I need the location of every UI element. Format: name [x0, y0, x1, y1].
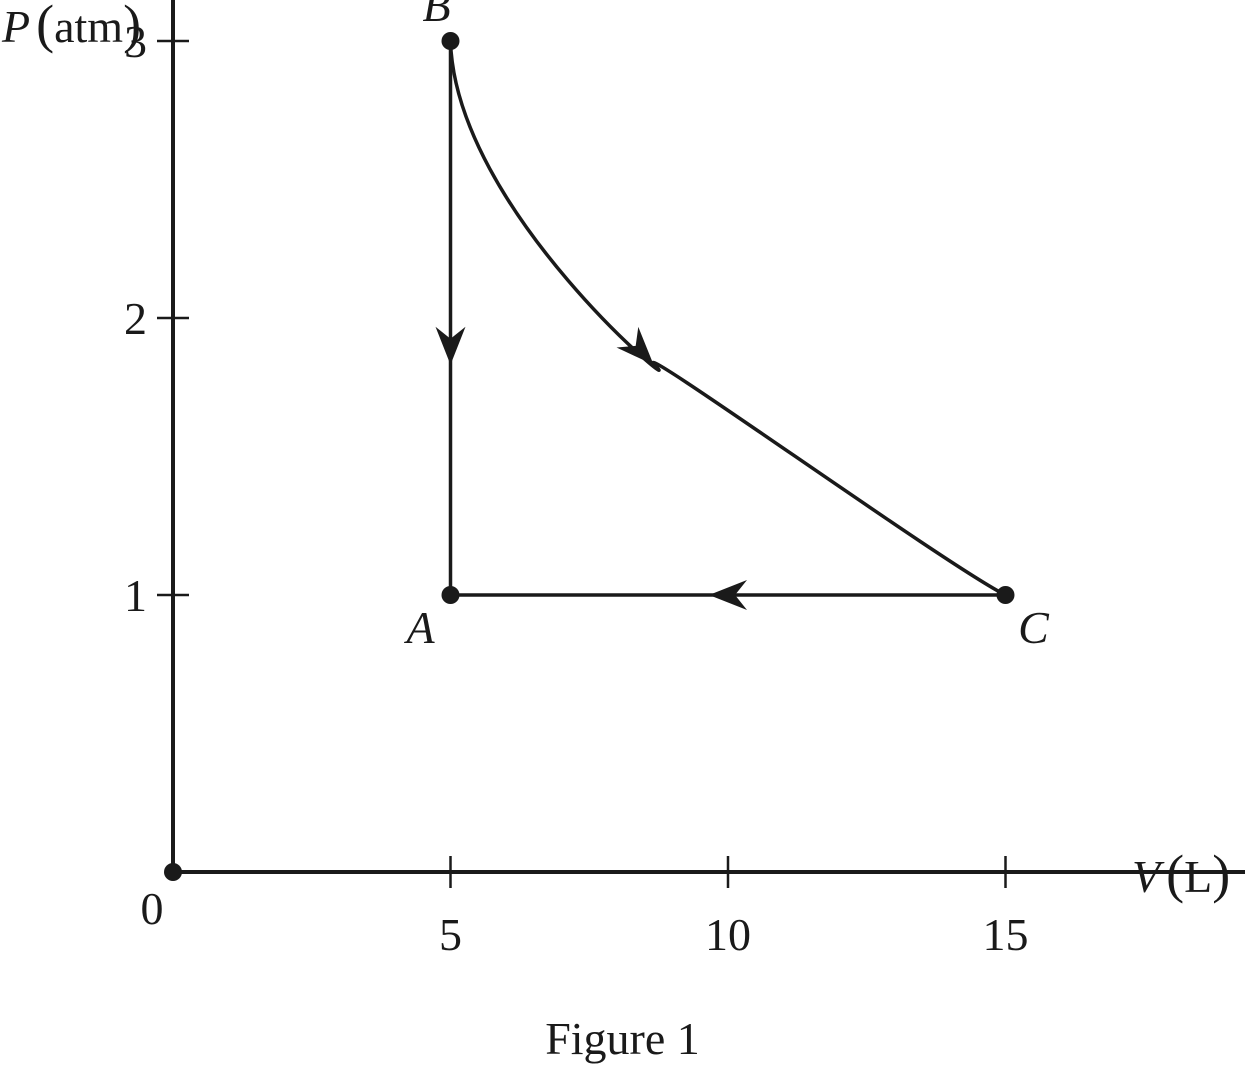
- process-b-to-c: [448, 40, 1007, 597]
- process-b-to-c-arrow: [616, 326, 654, 365]
- state-point-a: [441, 586, 460, 604]
- x-axis-symbol: V: [1132, 851, 1165, 902]
- process-paths: [448, 40, 1007, 597]
- y-axis-unit: atm: [54, 1, 123, 52]
- y-ticks: 1 2 3: [124, 16, 189, 621]
- y-axis-label: P (atm): [1, 0, 141, 54]
- process-c-to-a-arrow: [709, 580, 747, 610]
- figure-caption: Figure 1: [545, 1013, 700, 1064]
- state-point-c: [996, 586, 1015, 604]
- process-b-to-a-arrow: [435, 326, 466, 365]
- x-tick-label: 15: [983, 909, 1029, 960]
- x-ticks: 5 10 15: [439, 856, 1029, 960]
- y-tick-label: 3: [124, 16, 147, 67]
- state-label-a: A: [403, 602, 435, 653]
- x-tick-label: 5: [439, 909, 462, 960]
- x-tick-label: 10: [705, 909, 751, 960]
- state-points: A B C: [403, 0, 1050, 653]
- y-axis-symbol: P: [1, 1, 30, 52]
- y-tick-label: 2: [124, 293, 147, 344]
- y-tick-label: 1: [124, 570, 147, 621]
- state-point-b: [441, 32, 460, 50]
- origin-label: 0: [141, 883, 164, 934]
- state-label-c: C: [1018, 602, 1050, 653]
- x-axis-unit: L: [1184, 851, 1212, 902]
- state-label-b: B: [422, 0, 450, 31]
- origin-dot: [164, 863, 182, 881]
- x-axis-label: V (L): [1132, 844, 1230, 904]
- process-direction-arrows: [435, 326, 747, 610]
